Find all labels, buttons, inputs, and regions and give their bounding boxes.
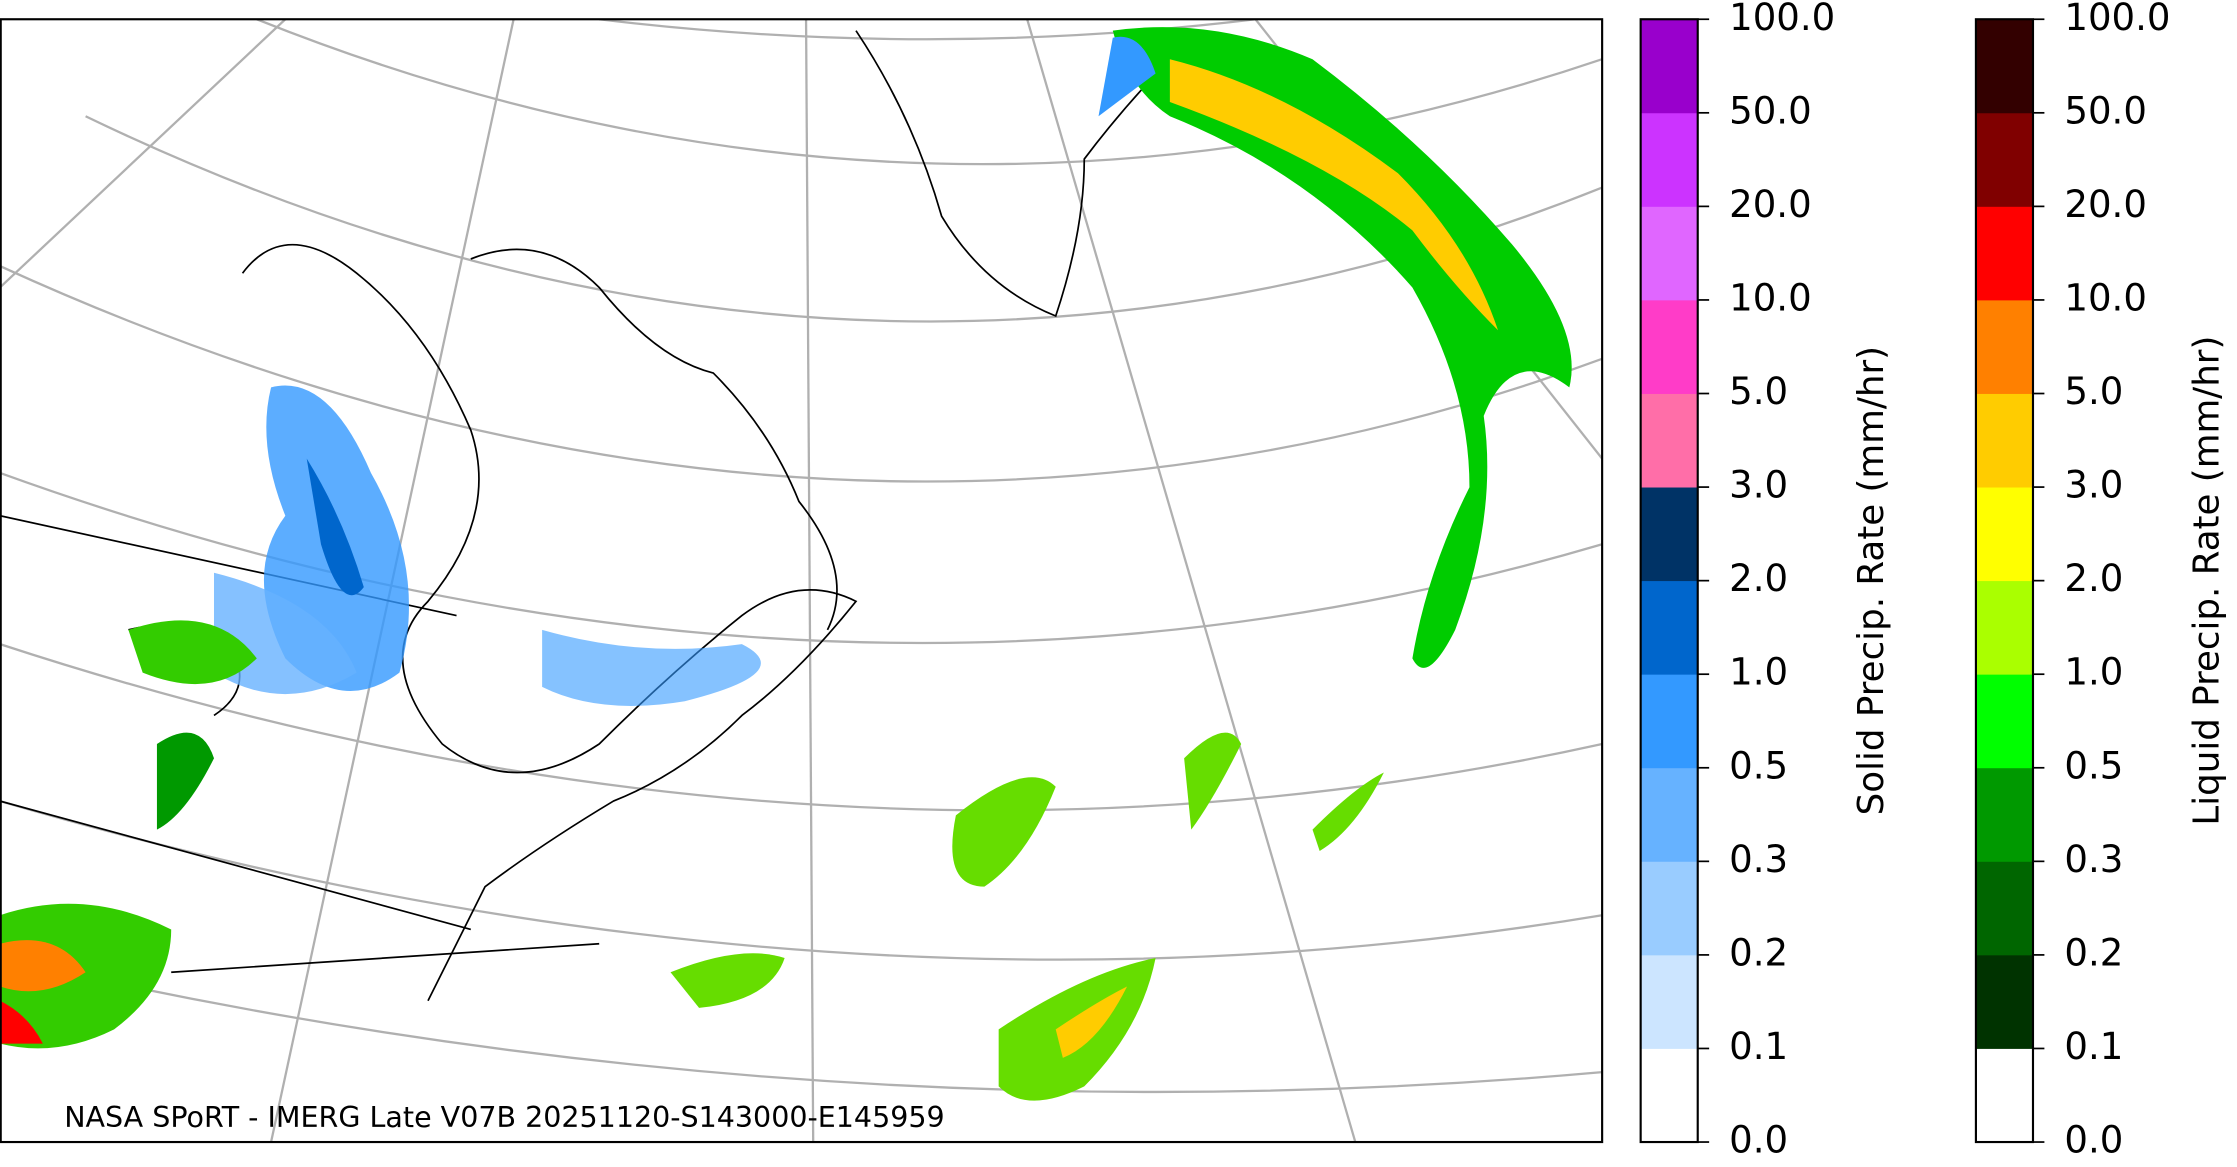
- colorbar-segment: [1640, 580, 1698, 675]
- colorbar-segment: [1975, 861, 2033, 956]
- colorbar-tick-label: 20.0: [2064, 183, 2147, 226]
- colorbar-segment: [1640, 674, 1698, 769]
- colorbar-title: Solid Precip. Rate (mm/hr): [1851, 346, 1892, 815]
- colorbar-tick-label: 0.3: [1729, 838, 1788, 881]
- colorbar-segment: [1975, 299, 2033, 394]
- colorbar-tick-label: 20.0: [1729, 183, 1812, 226]
- credit: NASA SPoRT - IMERG Late V07B 20251120-S1…: [64, 1101, 944, 1134]
- precipitation-imagery: [0, 27, 1572, 1101]
- colorbar-segment: [1640, 19, 1698, 114]
- colorbar-tick-label: 1.0: [2064, 651, 2123, 694]
- colorbar-segment: [1640, 767, 1698, 862]
- colorbar-tick-label: 0.5: [1729, 744, 1788, 787]
- colorbar-segment: [1975, 487, 2033, 582]
- colorbar-tick-label: 0.3: [2064, 838, 2123, 881]
- colorbar-segment: [1975, 206, 2033, 301]
- colorbar-tick-label: 100.0: [2064, 0, 2170, 39]
- colorbar-segment: [1975, 674, 2033, 769]
- colorbar-tick-label: 50.0: [2064, 89, 2147, 132]
- colorbar-tick-label: 3.0: [2064, 464, 2123, 507]
- colorbar-segment: [1640, 112, 1698, 207]
- colorbar-tick-label: 0.0: [2064, 1119, 2123, 1162]
- colorbar-tick-label: 0.5: [2064, 744, 2123, 787]
- colorbar-segment: [1640, 1048, 1698, 1143]
- colorbar-segment: [1975, 580, 2033, 675]
- colorbar-segment: [1975, 1048, 2033, 1143]
- colorbar-tick-label: 10.0: [2064, 276, 2147, 319]
- colorbar-tick-label: 5.0: [1729, 370, 1788, 413]
- map-frame: [0, 18, 1604, 1144]
- colorbar-segment: [1640, 299, 1698, 394]
- colorbar-tick-label: 0.1: [1729, 1025, 1788, 1068]
- colorbar-segment: [1640, 954, 1698, 1049]
- colorbar-segment: [1640, 393, 1698, 488]
- colorbar-tick-label: 0.1: [2064, 1025, 2123, 1068]
- colorbar-segment: [1640, 861, 1698, 956]
- colorbar-segment: [1640, 206, 1698, 301]
- colorbar-tick-label: 50.0: [1729, 89, 1812, 132]
- colorbar-tick-label: 10.0: [1729, 276, 1812, 319]
- colorbar-segment: [1975, 393, 2033, 488]
- map-area: NASA SPoRT - IMERG Late V07B 20251120-S1…: [0, 19, 1603, 1143]
- colorbar-tick-label: 0.2: [2064, 931, 2123, 974]
- colorbar-tick-label: 2.0: [2064, 557, 2123, 600]
- colorbar-tick-label: 0.2: [1729, 931, 1788, 974]
- colorbar-tick-label: 3.0: [1729, 464, 1788, 507]
- colorbar-segment: [1975, 19, 2033, 114]
- colorbar-tick-label: 100.0: [1729, 0, 1835, 39]
- colorbar-tick-label: 0.0: [1729, 1119, 1788, 1162]
- colorbar-segment: [1640, 487, 1698, 582]
- colorbar-segment: [1975, 112, 2033, 207]
- colorbar-title: Liquid Precip. Rate (mm/hr): [2186, 336, 2227, 826]
- colorbar-segment: [1975, 767, 2033, 862]
- coastlines: [0, 30, 1185, 1002]
- colorbar-tick-label: 5.0: [2064, 370, 2123, 413]
- colorbar-tick-label: 2.0: [1729, 557, 1788, 600]
- colorbar-tick-label: 1.0: [1729, 651, 1788, 694]
- colorbar-segment: [1975, 954, 2033, 1049]
